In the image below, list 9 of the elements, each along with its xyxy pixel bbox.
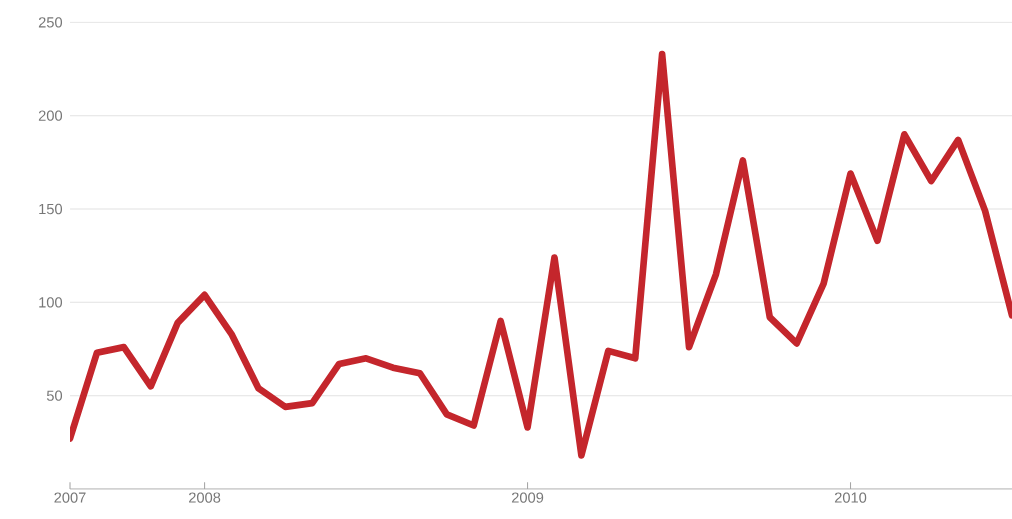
y-tick-label: 150 xyxy=(39,203,63,215)
x-tick-label: 2008 xyxy=(189,492,221,503)
x-tick-label: 2009 xyxy=(511,492,544,503)
x-tick-label: 2010 xyxy=(834,492,867,503)
y-tick-label: 200 xyxy=(38,110,63,121)
y-tick-label: 250 xyxy=(38,17,63,28)
x-tick-label: 2007 xyxy=(54,492,86,503)
y-tick-label: 50 xyxy=(46,390,63,401)
y-tick-label: 100 xyxy=(39,297,63,308)
